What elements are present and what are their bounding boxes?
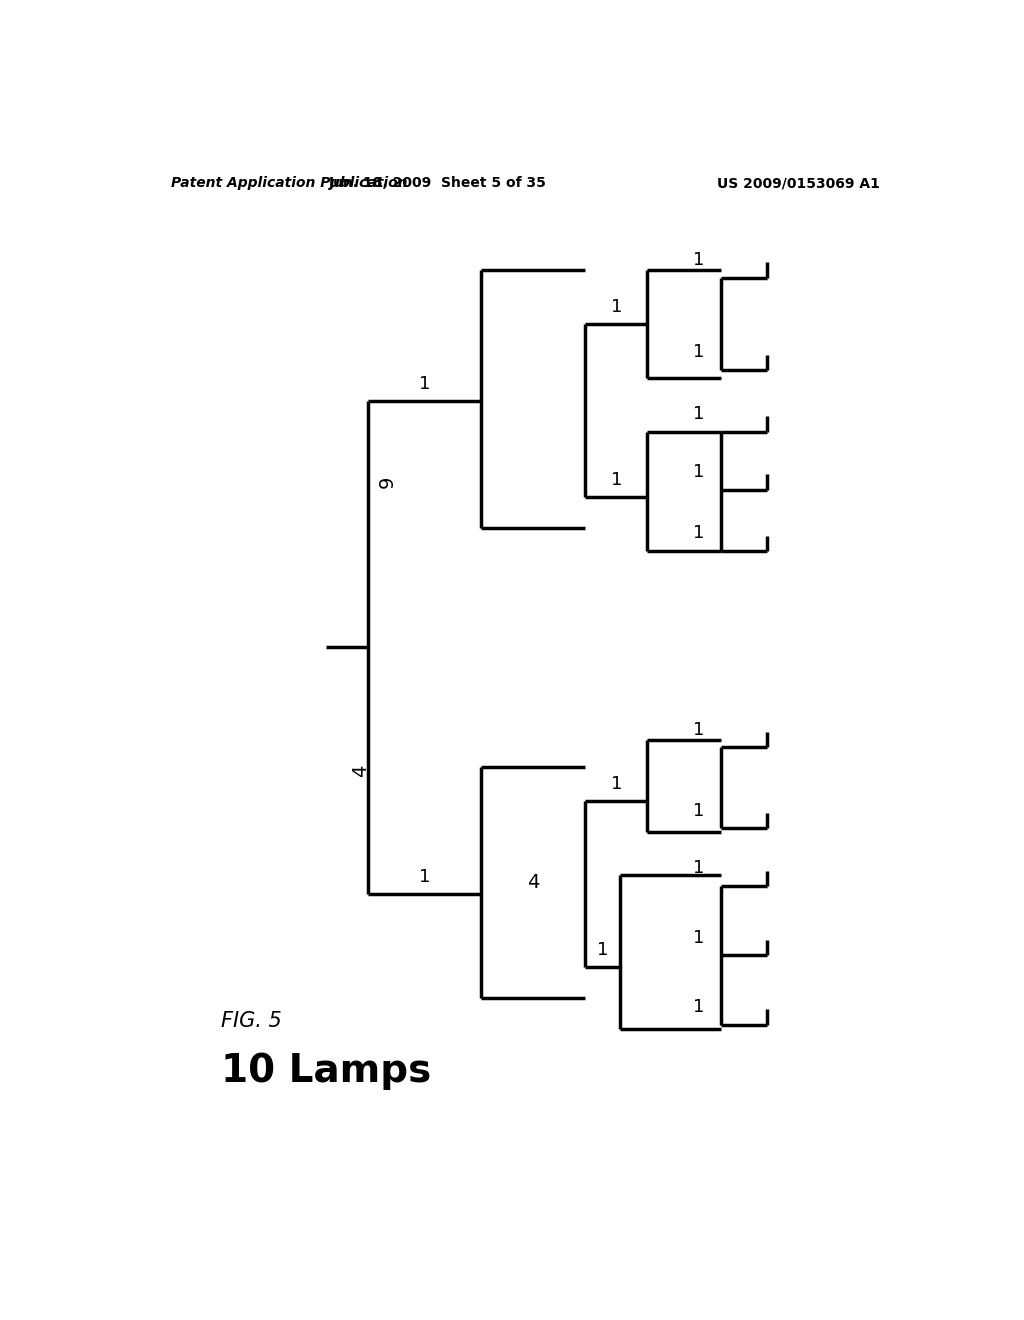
Text: 1: 1 <box>597 941 608 958</box>
Text: 1: 1 <box>610 298 622 315</box>
Text: 1: 1 <box>693 801 705 820</box>
Text: US 2009/0153069 A1: US 2009/0153069 A1 <box>717 176 880 190</box>
Text: FIG. 5: FIG. 5 <box>221 1011 282 1031</box>
Text: 1: 1 <box>693 524 705 543</box>
Text: 10 Lamps: 10 Lamps <box>221 1052 431 1090</box>
Text: 1: 1 <box>693 929 705 946</box>
Text: 1: 1 <box>693 463 705 480</box>
Text: Jun. 18, 2009  Sheet 5 of 35: Jun. 18, 2009 Sheet 5 of 35 <box>329 176 547 190</box>
Text: 1: 1 <box>419 375 430 393</box>
Text: 1: 1 <box>693 343 705 362</box>
Text: Patent Application Publication: Patent Application Publication <box>171 176 408 190</box>
Text: 4: 4 <box>526 873 539 892</box>
Text: 4: 4 <box>351 764 370 776</box>
Text: 1: 1 <box>419 867 430 886</box>
Text: 9: 9 <box>378 475 397 488</box>
Text: 1: 1 <box>693 998 705 1016</box>
Text: 1: 1 <box>693 405 705 422</box>
Text: 1: 1 <box>693 251 705 269</box>
Text: 1: 1 <box>610 775 622 793</box>
Text: 1: 1 <box>693 721 705 739</box>
Text: 1: 1 <box>693 859 705 878</box>
Text: 1: 1 <box>610 471 622 490</box>
